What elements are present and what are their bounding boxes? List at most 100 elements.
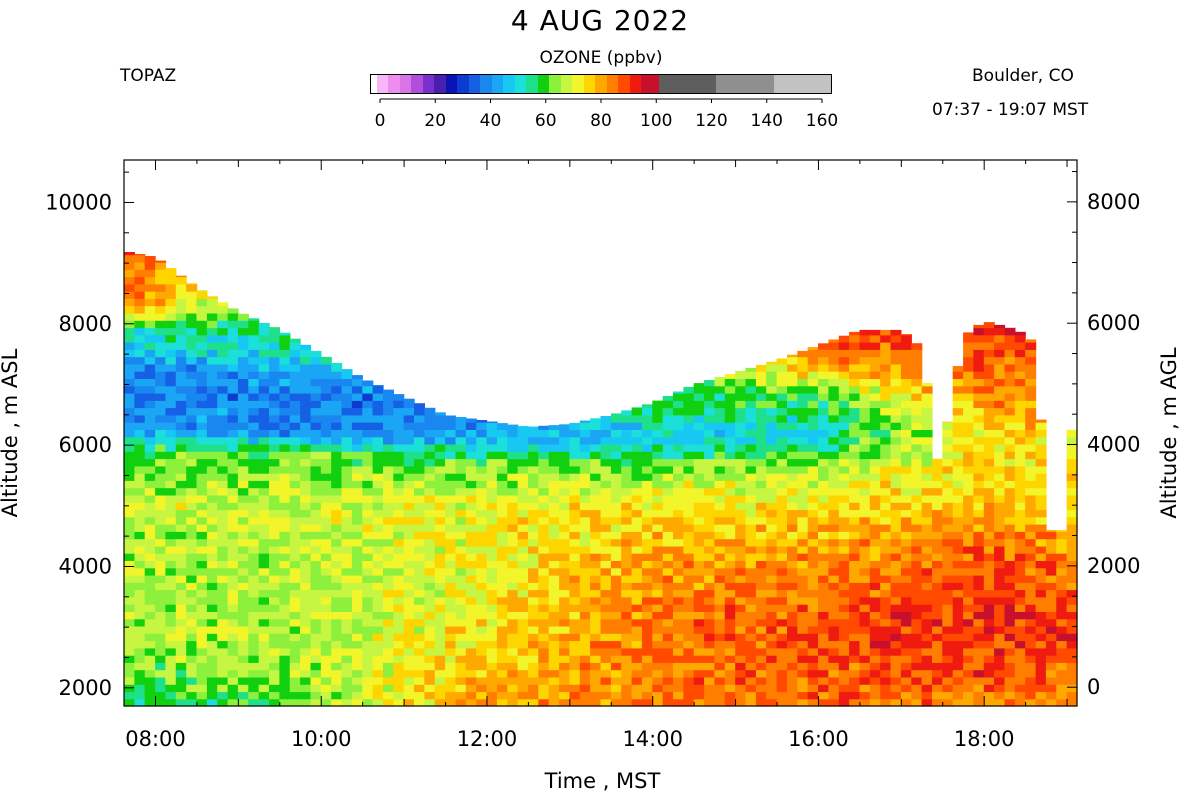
heatmap-cell [745,378,757,387]
heatmap-cell [869,509,881,518]
heatmap-cell [724,374,736,379]
heatmap-cell [600,531,612,540]
heatmap-cell [869,589,881,598]
heatmap-cell [807,356,819,365]
heatmap-cell [124,691,135,700]
heatmap-cell [745,553,757,561]
heatmap-cell [973,480,985,489]
heatmap-cell [258,356,270,365]
heatmap-cell [745,367,757,372]
heatmap-cell [569,531,581,540]
heatmap-cell [621,502,633,511]
heatmap-cell [196,414,208,423]
heatmap-cell [175,575,187,583]
heatmap-cell [818,407,829,416]
heatmap-cell [341,494,353,503]
heatmap-cell [590,418,602,423]
heatmap-cell [165,560,177,569]
heatmap-cell [569,604,581,612]
heatmap-cell [859,684,871,693]
heatmap-cell [1004,429,1016,438]
colorbar-tick-label: 140 [751,111,783,131]
heatmap-cell [217,327,229,336]
heatmap-cell [134,662,146,671]
heatmap-cell [683,487,695,496]
heatmap-cell [766,414,778,423]
heatmap-cell [880,349,892,358]
heatmap-cell [320,371,332,379]
heatmap-cell [372,691,384,700]
heatmap-cell [1004,604,1016,612]
heatmap-cell [486,458,498,467]
heatmap-cell [155,684,167,693]
heatmap-cell [269,363,280,372]
heatmap-cell [517,589,529,598]
heatmap-cell [600,669,612,678]
heatmap-cell [1025,633,1037,642]
heatmap-cell [828,516,840,525]
heatmap-cell [383,436,394,445]
heatmap-cell [900,414,912,423]
heatmap-cell [1004,414,1016,423]
heatmap-cell [683,669,695,678]
heatmap-cell [631,625,643,634]
heatmap-cell [393,394,405,401]
heatmap-cell [994,349,1006,358]
heatmap-cell [911,414,923,423]
heatmap-cell [279,625,291,634]
heatmap-cell [206,378,218,387]
heatmap-cell [175,393,187,401]
heatmap-cell [486,429,498,438]
heatmap-cell [900,363,912,372]
heatmap-cell [269,436,280,445]
heatmap-cell [175,524,187,532]
heatmap-cell [320,516,332,525]
heatmap-cell [745,393,757,401]
heatmap-cell [206,502,218,511]
heatmap-cell [621,596,633,605]
heatmap-cell [880,596,892,605]
heatmap-cell [517,451,529,460]
heatmap-cell [227,538,239,547]
heatmap-cell [517,516,529,525]
heatmap-cell [175,589,187,598]
heatmap-cell [279,480,291,489]
heatmap-cell [196,291,208,299]
heatmap-cell [248,655,260,663]
heatmap-cell [973,509,985,518]
heatmap-cell [124,283,135,292]
heatmap-cell [124,669,135,678]
heatmap-cell [175,291,187,299]
heatmap-cell [528,553,539,561]
heatmap-cell [248,473,260,481]
heatmap-cell [528,582,539,591]
heatmap-cell [186,298,198,307]
heatmap-cell [859,516,871,525]
heatmap-cell [383,393,394,401]
heatmap-cell [496,465,508,474]
heatmap-cell [227,436,239,445]
heatmap-cell [942,647,954,656]
heatmap-cell [880,480,892,489]
heatmap-cell [1025,443,1037,452]
heatmap-cell [496,698,508,707]
heatmap-cell [310,502,322,511]
heatmap-cell [900,378,912,387]
heatmap-cell [921,560,933,569]
heatmap-cell [310,560,322,569]
heatmap-cell [652,618,664,627]
heatmap-cell [838,443,850,452]
heatmap-cell [641,422,653,430]
heatmap-cell [1014,407,1026,416]
heatmap-cell [134,473,146,481]
heatmap-cell [455,516,467,525]
heatmap-cell [300,494,312,503]
heatmap-cell [859,385,871,394]
heatmap-cell [704,494,716,503]
heatmap-cell [507,640,519,649]
heatmap-cell [414,436,425,445]
heatmap-cell [745,655,757,663]
heatmap-cell [900,422,912,430]
heatmap-cell [610,458,622,467]
heatmap-cell [1014,443,1026,452]
